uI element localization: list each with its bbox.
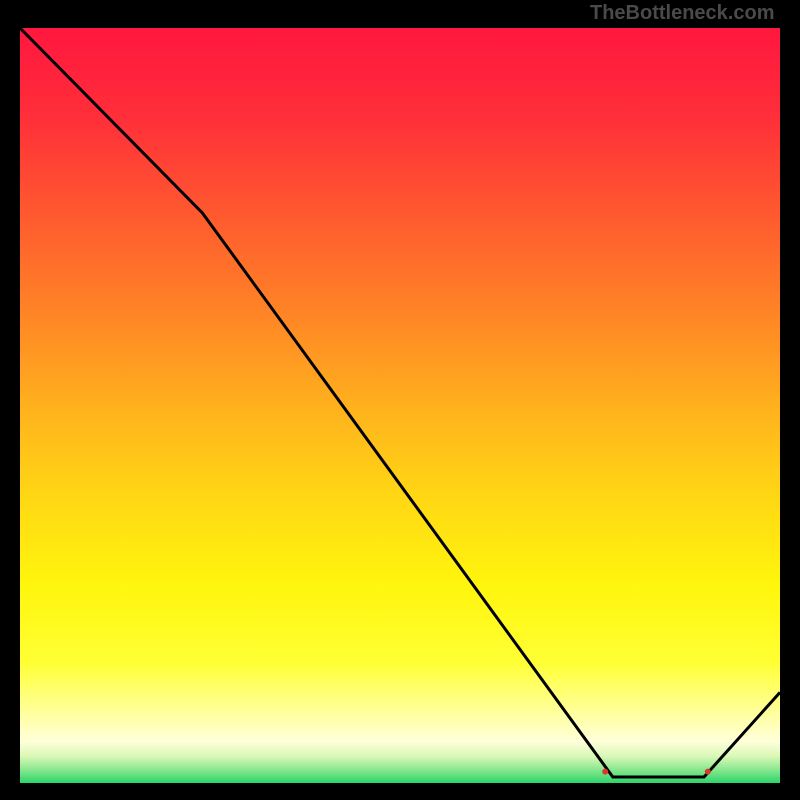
chart-marker-dot	[705, 769, 711, 775]
chart-plot-area	[20, 28, 780, 783]
attribution-text: TheBottleneck.com	[590, 2, 774, 25]
chart-line-svg	[20, 28, 780, 783]
chart-marker-dot	[602, 769, 608, 775]
chart-series-line	[20, 28, 780, 777]
